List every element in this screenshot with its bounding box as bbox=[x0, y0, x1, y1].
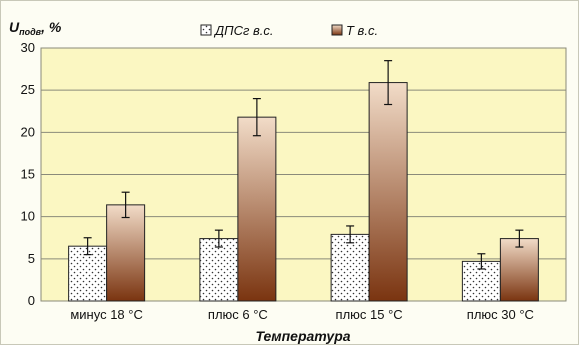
y-axis-label: Uподв, % bbox=[9, 19, 62, 37]
bar-dpsg bbox=[330, 233, 370, 302]
bar-dpsg bbox=[68, 245, 108, 302]
bar-t bbox=[499, 238, 539, 302]
legend-swatch-dpsg bbox=[200, 24, 212, 36]
y-tick-label: 10 bbox=[21, 209, 35, 224]
y-axis-ticks: 0 5 10 15 20 25 30 bbox=[21, 40, 35, 308]
bar-t bbox=[368, 82, 408, 302]
x-axis-categories: минус 18 °С плюс 6 °С плюс 15 °С плюс 30 °С bbox=[70, 307, 534, 322]
legend-label-t: Т в.с. bbox=[346, 23, 378, 38]
bar-t bbox=[237, 116, 277, 302]
x-axis-label: Температура bbox=[255, 328, 350, 344]
y-tick-label: 30 bbox=[21, 40, 35, 55]
legend-swatch-t bbox=[331, 24, 343, 36]
x-category-label: плюс 30 °С bbox=[467, 307, 534, 322]
y-tick-label: 25 bbox=[21, 82, 35, 97]
bar-dpsg bbox=[199, 238, 239, 302]
bar-t bbox=[106, 204, 146, 302]
x-category-label: минус 18 °С bbox=[70, 307, 143, 322]
x-category-label: плюс 15 °С bbox=[336, 307, 403, 322]
y-tick-label: 0 bbox=[28, 293, 35, 308]
error-bars bbox=[83, 60, 524, 270]
bars bbox=[68, 82, 539, 302]
legend-label-dpsg: ДПСг в.с. bbox=[213, 23, 274, 38]
y-tick-label: 15 bbox=[21, 167, 35, 182]
y-tick-label: 20 bbox=[21, 124, 35, 139]
legend: ДПСг в.с. Т в.с. bbox=[200, 23, 378, 38]
x-category-label: плюс 6 °С bbox=[208, 307, 268, 322]
y-tick-label: 5 bbox=[28, 251, 35, 266]
